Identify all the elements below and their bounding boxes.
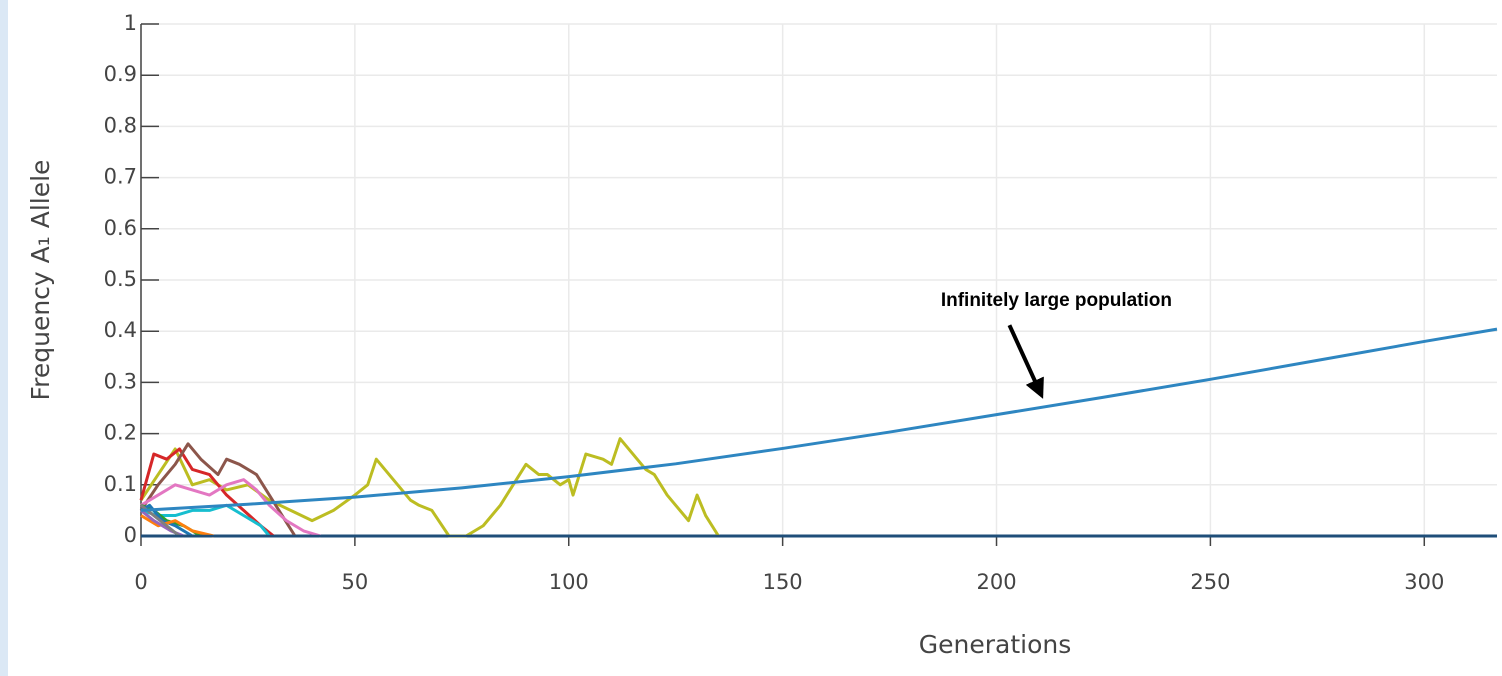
series-line (139, 447, 275, 538)
series-line (140, 478, 322, 538)
x-tick-label: 0 (134, 570, 147, 594)
y-tick-label: 0.3 (104, 369, 137, 393)
series-line (140, 327, 1498, 512)
series-line (140, 514, 215, 538)
x-tick-label: 150 (763, 570, 803, 594)
series-line (139, 442, 297, 537)
x-tick-label: 50 (342, 570, 369, 594)
annotation-arrow (1007, 324, 1044, 399)
y-tick-label: 0.6 (104, 216, 137, 240)
x-tick-label: 200 (976, 570, 1016, 594)
y-tick-label: 0.9 (104, 62, 137, 86)
y-tick-label: 0.2 (104, 421, 137, 445)
y-tick-label: 0.4 (104, 318, 137, 342)
series-line (139, 437, 720, 538)
x-tick-label: 100 (549, 570, 589, 594)
y-tick-label: 0.1 (104, 472, 137, 496)
y-axis-title: Frequency A₁ Allele (26, 160, 55, 401)
series-line (140, 503, 271, 537)
y-tick-label: 0.8 (104, 113, 137, 137)
annotation: Infinitely large population (941, 290, 1172, 311)
x-tick-label: 250 (1190, 570, 1230, 594)
frame-edge (0, 0, 8, 676)
y-tick-label: 1 (124, 11, 137, 35)
y-tick-label: 0.7 (104, 165, 137, 189)
y-tick-label: 0 (124, 523, 137, 547)
y-tick-label: 0.5 (104, 267, 137, 291)
x-axis-title: Generations (919, 630, 1072, 659)
x-tick-label: 300 (1404, 570, 1444, 594)
